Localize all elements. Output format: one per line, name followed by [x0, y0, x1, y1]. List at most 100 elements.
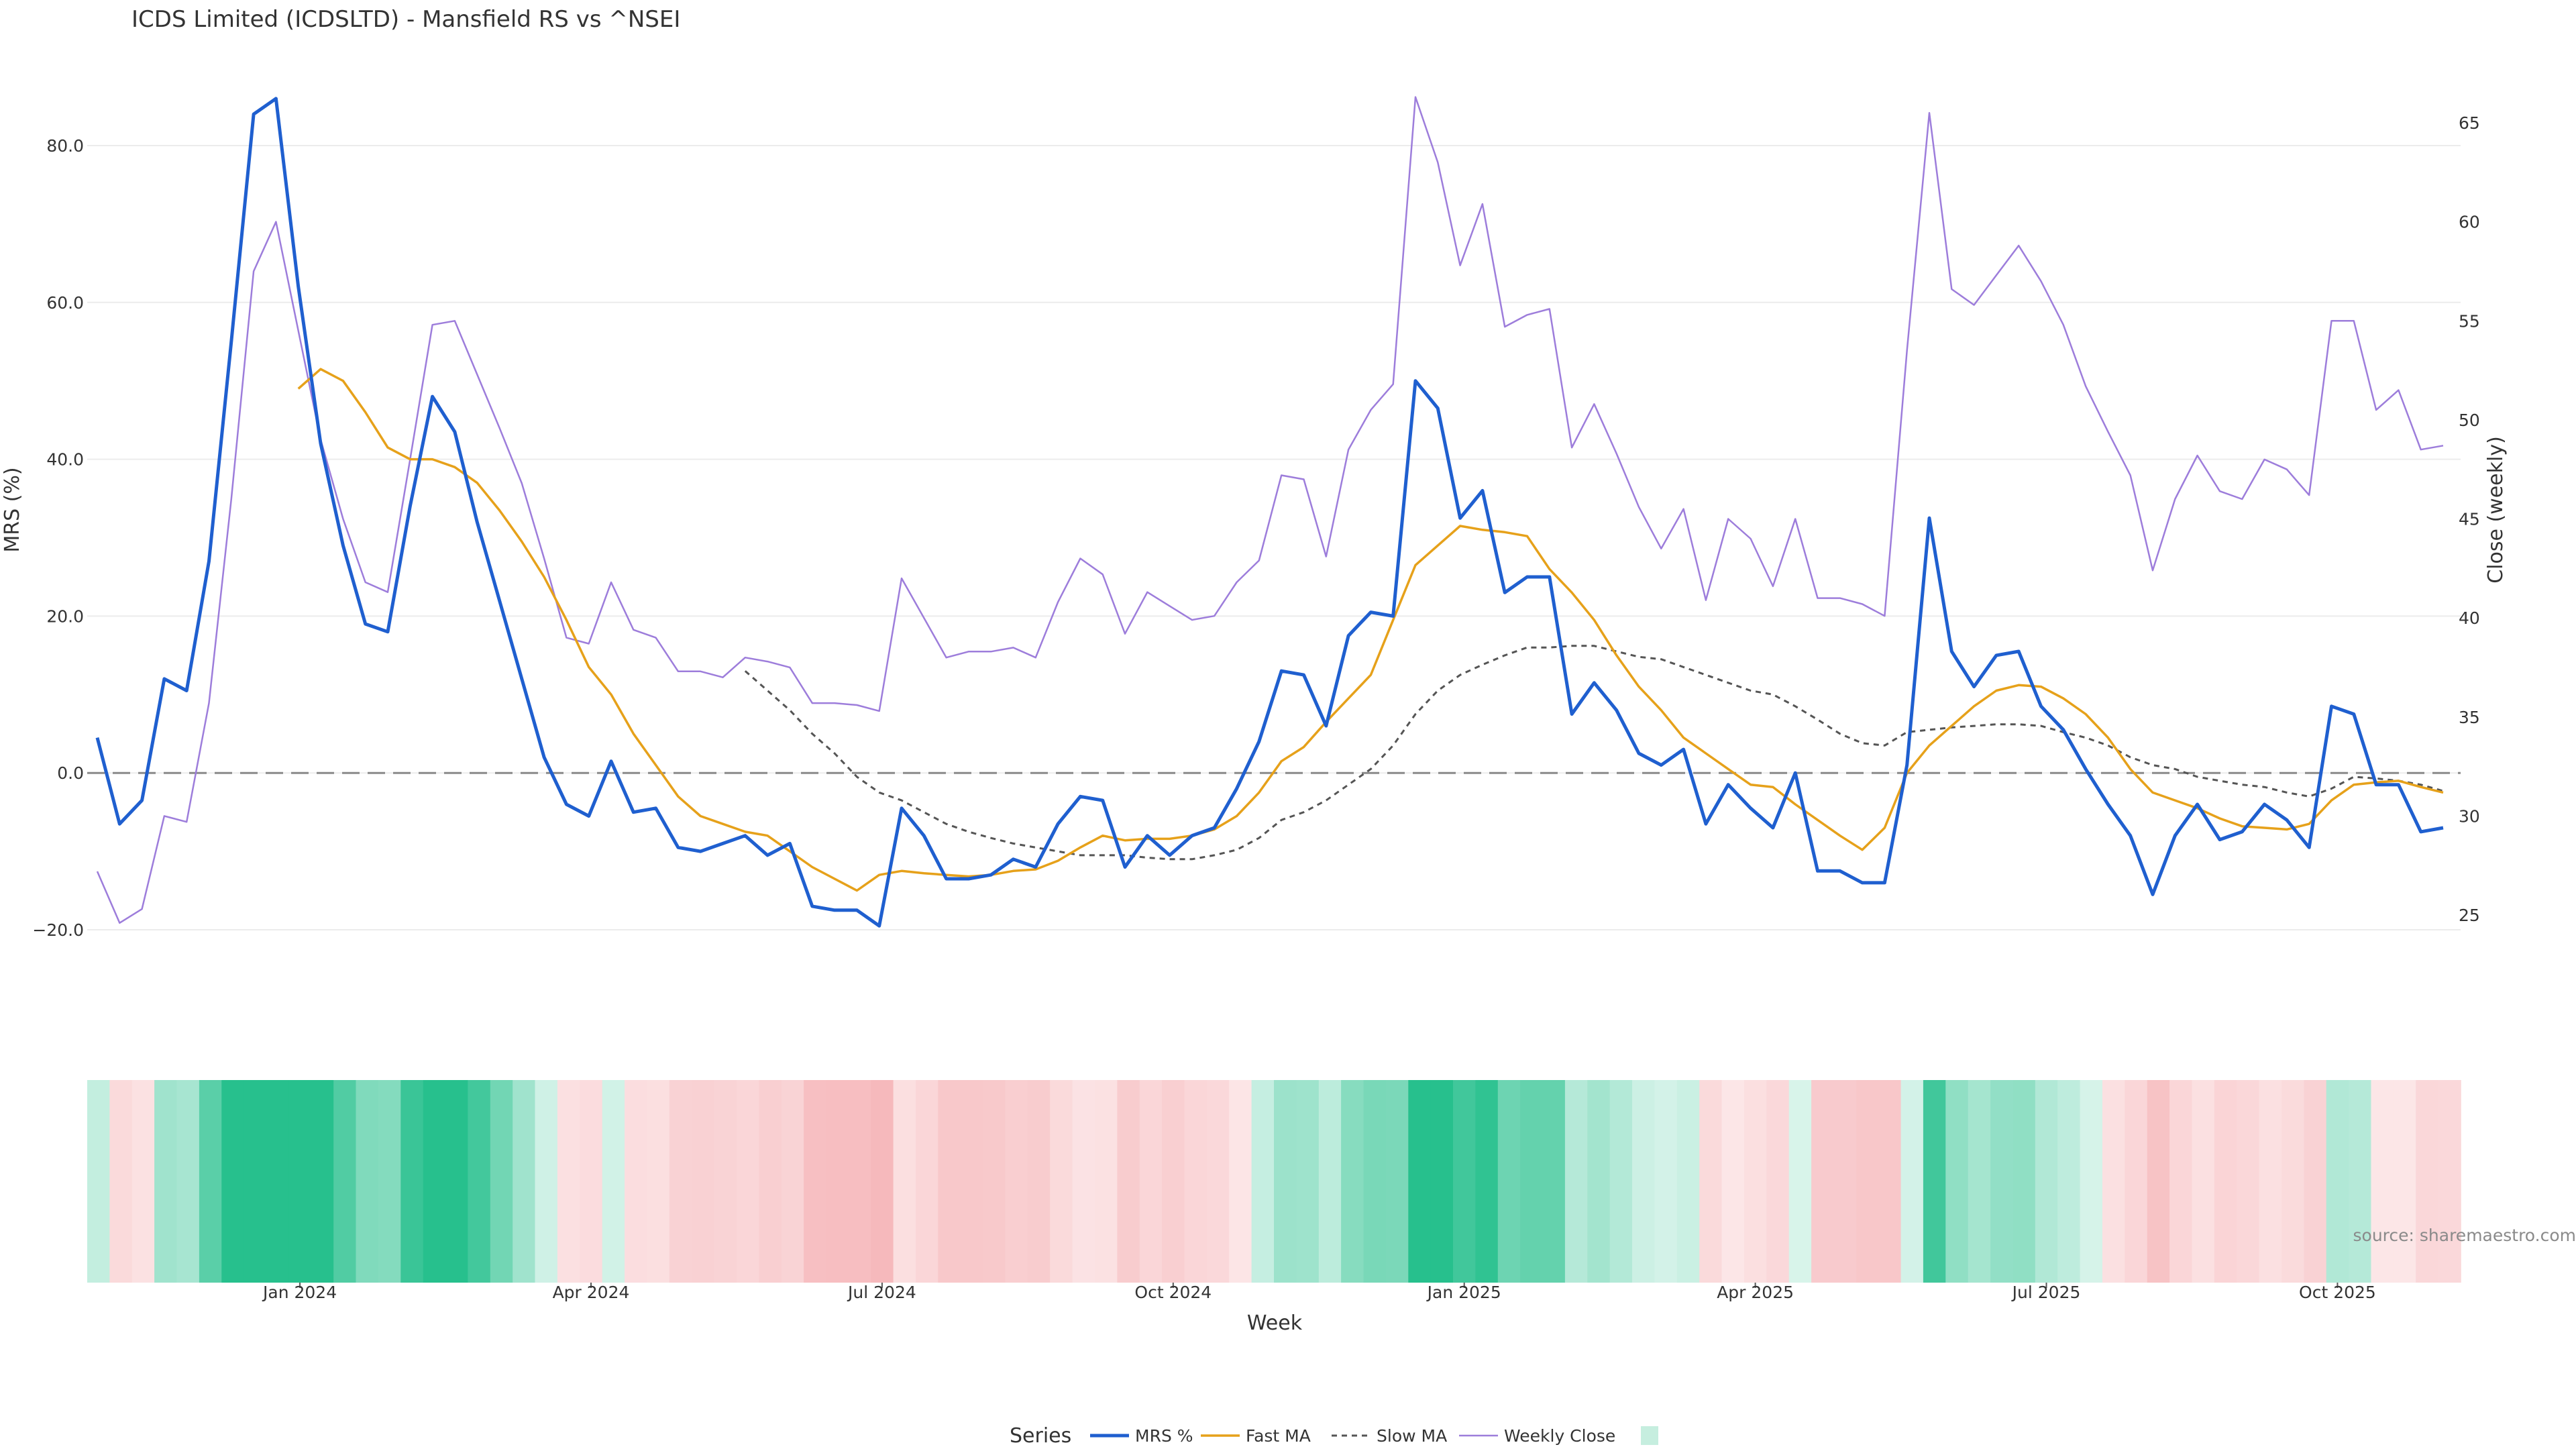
chart-title: ICDS Limited (ICDSLTD) - Mansfield RS vs…	[131, 6, 680, 33]
heatmap-cell	[445, 1080, 469, 1283]
legend: Series MRS % Fast MA Slow MA Weekly Close	[1010, 1424, 1658, 1448]
heatmap-cell	[669, 1080, 692, 1283]
heatmap-cell	[1945, 1080, 1969, 1283]
heatmap-cell	[759, 1080, 782, 1283]
y2-axis-title: Close (weekly)	[2484, 436, 2508, 584]
heatmap-cell	[1117, 1080, 1140, 1283]
heatmap-cell	[1766, 1080, 1790, 1283]
heatmap-cell	[714, 1080, 737, 1283]
legend-label: Fast MA	[1246, 1426, 1311, 1446]
y2-tick-label: 40	[2459, 608, 2480, 628]
heatmap-cell	[1743, 1080, 1768, 1283]
heatmap-cell	[2147, 1080, 2170, 1283]
heatmap-cell	[2326, 1080, 2349, 1283]
heatmap-cell	[244, 1080, 267, 1283]
heatmap-cell	[154, 1080, 178, 1283]
heatmap-cell	[2349, 1080, 2372, 1283]
heatmap-cell	[1095, 1080, 1118, 1283]
x-tick-label: Apr 2025	[1717, 1283, 1794, 1302]
heatmap-cell	[1005, 1080, 1028, 1283]
heatmap-cell	[535, 1080, 558, 1283]
heatmap-cell	[1721, 1080, 1745, 1283]
heatmap-cell	[1072, 1080, 1095, 1283]
y2-tick-label: 30	[2459, 806, 2480, 826]
heatmap-cell	[1050, 1080, 1073, 1283]
heatmap-cell	[2259, 1080, 2282, 1283]
heatmap-cell	[1341, 1080, 1364, 1283]
x-tick-label: Apr 2024	[553, 1283, 630, 1302]
x-axis-ticks: Jan 2024 Apr 2024 Jul 2024 Oct 2024 Jan 2025…	[262, 1283, 2376, 1302]
heatmap-cell	[1206, 1080, 1230, 1283]
source-note: source: sharemaestro.com	[2353, 1226, 2576, 1245]
heatmap-cell	[1788, 1080, 1812, 1283]
x-tick-label: Oct 2025	[2299, 1283, 2376, 1302]
heatmap-cell	[871, 1080, 894, 1283]
heatmap-cell	[176, 1080, 200, 1283]
heatmap-cell	[2393, 1080, 2417, 1283]
heatmap-cell	[916, 1080, 939, 1283]
legend-label: Slow MA	[1377, 1426, 1447, 1446]
heatmap-cell	[2438, 1080, 2461, 1283]
heatmap-cell	[2012, 1080, 2036, 1283]
heatmap-cell	[2102, 1080, 2126, 1283]
heatmap-cell	[2282, 1080, 2305, 1283]
momentum-heatmap	[87, 1080, 2461, 1283]
y-axis-left-ticks: 80.0 60.0 40.0 20.0 0.0 −20.0	[32, 136, 84, 940]
gridlines	[87, 145, 2461, 930]
heatmap-cell	[781, 1080, 804, 1283]
heatmap-cell	[1139, 1080, 1163, 1283]
y-tick-label: 80.0	[46, 136, 84, 156]
heatmap-cell	[1654, 1080, 1678, 1283]
heatmap-cell	[2169, 1080, 2193, 1283]
heatmap-cell	[1184, 1080, 1208, 1283]
heatmap-cell	[199, 1080, 223, 1283]
fast-ma-line	[297, 368, 2444, 892]
heatmap-cell	[490, 1080, 513, 1283]
y2-tick-label: 35	[2459, 708, 2480, 727]
heatmap-cell	[1609, 1080, 1633, 1283]
y2-tick-label: 65	[2459, 113, 2480, 133]
heatmap-cell	[557, 1080, 581, 1283]
heatmap-cell	[692, 1080, 715, 1283]
heatmap-cell	[333, 1080, 357, 1283]
heatmap-cell	[1923, 1080, 1947, 1283]
heatmap-cell	[1990, 1080, 2014, 1283]
y-tick-label: −20.0	[32, 920, 84, 940]
heatmap-cell	[1475, 1080, 1499, 1283]
heatmap-cell	[1162, 1080, 1185, 1283]
heatmap-cell	[2125, 1080, 2148, 1283]
weekly-close-line	[96, 96, 2444, 924]
heatmap-cell	[1676, 1080, 1700, 1283]
heatmap-cell	[311, 1080, 334, 1283]
heatmap-cell	[221, 1080, 245, 1283]
heatmap-cell	[87, 1080, 111, 1283]
y2-tick-label: 60	[2459, 213, 2480, 232]
heatmap-cell	[2304, 1080, 2327, 1283]
x-tick-label: Jul 2025	[2011, 1283, 2081, 1302]
series-lines	[95, 96, 2444, 928]
heatmap-cell	[513, 1080, 536, 1283]
heatmap-cell	[826, 1080, 849, 1283]
heatmap-cell	[2237, 1080, 2260, 1283]
y-tick-label: 0.0	[57, 763, 84, 783]
heatmap-cell	[1296, 1080, 1320, 1283]
heatmap-cell	[647, 1080, 670, 1283]
heatmap-cell	[423, 1080, 446, 1283]
heatmap-cell	[468, 1080, 491, 1283]
heatmap-cell	[1229, 1080, 1252, 1283]
heatmap-cell	[960, 1080, 983, 1283]
heatmap-cell	[131, 1080, 155, 1283]
heatmap-cell	[400, 1080, 424, 1283]
heatmap-cell	[109, 1080, 133, 1283]
y2-tick-label: 25	[2459, 906, 2480, 925]
heatmap-cell	[2080, 1080, 2103, 1283]
heatmap-cell	[804, 1080, 827, 1283]
y-axis-right-ticks: 65 60 55 50 45 40 35 30 25	[2459, 113, 2480, 925]
heatmap-cell	[1318, 1080, 1342, 1283]
heatmap-cell	[1274, 1080, 1297, 1283]
heatmap-cell	[1542, 1080, 1566, 1283]
heatmap-cell	[602, 1080, 625, 1283]
heatmap-cell	[625, 1080, 648, 1283]
y2-tick-label: 50	[2459, 411, 2480, 430]
